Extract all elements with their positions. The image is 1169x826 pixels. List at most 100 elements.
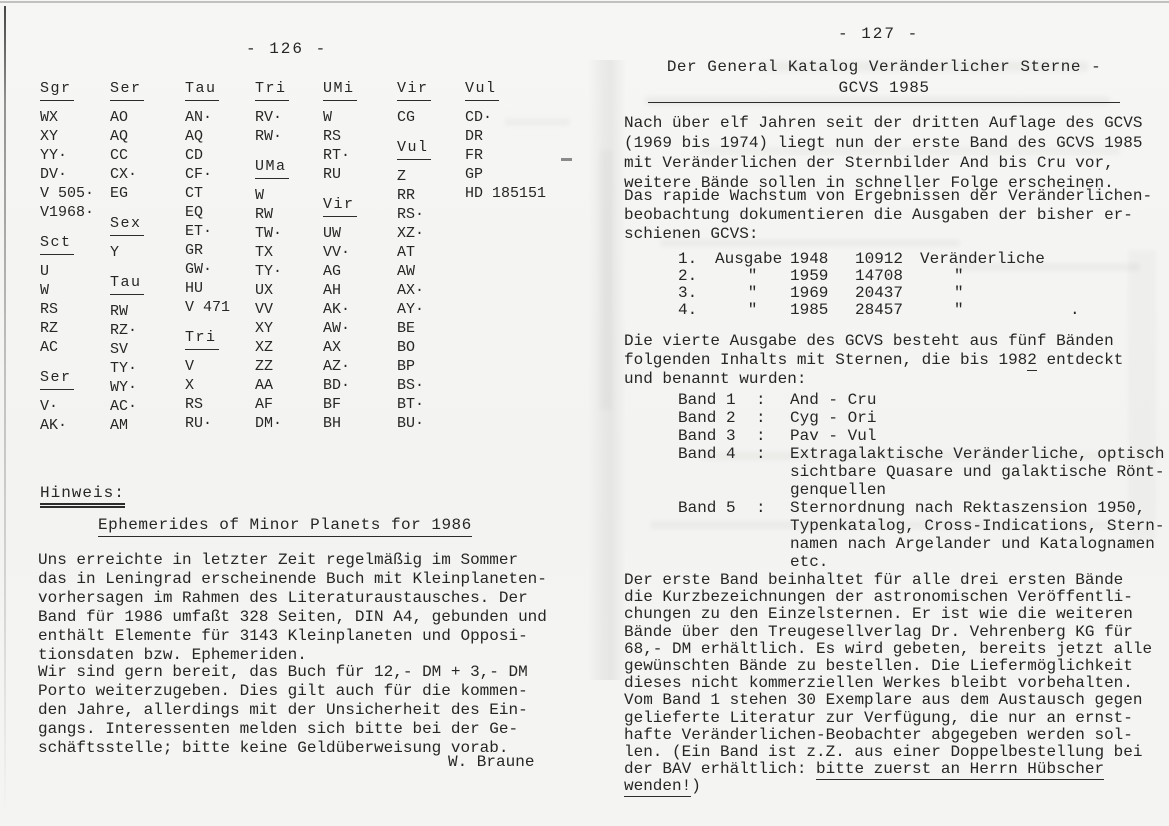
star-designation: EG — [110, 185, 129, 202]
star-designation: AF — [255, 396, 274, 413]
edition-cell: 1985 — [790, 301, 829, 319]
constellation-header: Ser — [110, 80, 144, 101]
star-designation: RZ· — [110, 322, 138, 339]
star-designation: RV· — [255, 109, 283, 126]
star-designation: BD· — [323, 377, 351, 394]
band-colon: : — [756, 427, 766, 445]
star-designation: AK· — [323, 301, 351, 318]
hinweis-heading: Hinweis: — [40, 484, 125, 508]
article-title: Ephemerides of Minor Planets for 1986 — [98, 516, 472, 537]
bleed-through-artifact — [700, 452, 1130, 460]
signature: W. Braune — [448, 753, 535, 771]
star-designation: AQ — [110, 128, 129, 145]
bleed-through-artifact — [650, 521, 1120, 529]
star-designation: AG — [323, 263, 342, 280]
constellation-block: Tau RW RZ· SV TY· WY· AC· AM — [110, 274, 144, 435]
edition-row: 3. " 1969 20437 " — [678, 285, 1080, 302]
band-row: Band 3: Pav - Vul — [678, 427, 1164, 445]
star-designation: RW· — [255, 128, 283, 145]
constellation-header: Ser — [40, 369, 74, 390]
star-designation: VV· — [323, 244, 351, 261]
constellation-header: UMa — [255, 158, 289, 179]
band-description: Sternordnung nach Rektaszension 1950, Ty… — [790, 499, 1165, 571]
edition-cell: . — [1070, 301, 1080, 319]
star-designation: RZ — [40, 320, 59, 337]
star-designation: Z — [397, 168, 407, 185]
star-designation: CF· — [185, 166, 213, 183]
edition-cell: 4. — [678, 301, 698, 319]
edition-row: 1. Ausgabe 1948 10912 Veränderliche — [678, 251, 1080, 268]
closing-paragraph: Der erste Band beinhaltet für alle drei … — [624, 571, 1169, 798]
band-row: Band 5: Sternordnung nach Rektaszension 1… — [678, 499, 1164, 571]
band-colon: : — [756, 499, 766, 517]
closing-underlined: bitte zuerst an Herrn Hübscher wenden! — [624, 760, 1105, 798]
constellation-block: Vir CG — [397, 80, 431, 127]
edition-cell: 10912 — [855, 250, 904, 268]
edition-cell: " — [747, 301, 758, 319]
star-designation: RR — [397, 187, 416, 204]
star-designation: AM — [110, 417, 129, 434]
star-designation: DM· — [255, 415, 283, 432]
constellation-header: Tau — [110, 274, 144, 295]
star-designation: V· — [40, 398, 59, 415]
constellation-block: Ser AO AQ CC CX· EG — [110, 80, 144, 203]
edition-cell: 1959 — [790, 267, 829, 285]
edition-cell: " — [954, 267, 964, 285]
page-number-127: - 127 - — [838, 25, 920, 43]
star-designation: UX — [255, 282, 274, 299]
hinweis-label: Hinweis: — [40, 484, 125, 508]
constellation-header: Vir — [397, 80, 431, 101]
star-table-column: Tri RV· RW· UMa W RW TW· TX TY· UX VV XY XZ ZZ AA AF DM· — [255, 80, 289, 445]
left-paragraph-2: Wir sind gern bereit, das Buch für 12,- … — [38, 663, 528, 757]
star-designation: W — [40, 282, 50, 299]
bleed-through-artifact — [645, 97, 1110, 105]
paragraph3-part2: entdeckt und benannt wurden: — [624, 351, 1124, 388]
band-label: Band 2 — [678, 409, 736, 427]
star-designation: CD — [185, 147, 204, 164]
star-designation: SV — [110, 341, 129, 358]
star-designation: ZZ — [255, 358, 274, 375]
star-designation: TX — [255, 244, 274, 261]
star-designation: VV — [255, 301, 274, 318]
star-designation: AX· — [397, 282, 425, 299]
star-designation: YY· — [40, 147, 68, 164]
star-designation: BF — [323, 396, 342, 413]
gcvs-title-line1: Der General Katalog Veränderlicher Stern… — [666, 58, 1102, 76]
star-designation: CG — [397, 109, 416, 126]
star-table-column: Sgr WX XY YY· DV· V 505· V1968· Sct U W RS RZ AC Ser V… — [40, 80, 94, 447]
right-paragraph-2: Das rapide Wachstum von Ergebnissen der … — [624, 187, 1153, 243]
band-label: Band 3 — [678, 427, 736, 445]
star-designation: WX — [40, 109, 59, 126]
star-designation: RS — [323, 128, 342, 145]
edition-cell: 20437 — [855, 284, 904, 302]
star-designation: AK· — [40, 417, 68, 434]
constellation-block: Ser V· AK· — [40, 369, 94, 435]
star-designation: XZ· — [397, 225, 425, 242]
star-designation: AH — [323, 282, 342, 299]
band-row: Band 4: Extragalaktische Veränderliche, o… — [678, 445, 1164, 499]
band-row: Band 1: And - Cru — [678, 391, 1164, 409]
edition-cell: 1. — [678, 250, 698, 268]
left-paragraph-1: Uns erreichte in letzter Zeit regelmäßig… — [38, 551, 547, 664]
edition-cell: 1948 — [790, 250, 829, 268]
star-designation: TY· — [110, 360, 138, 377]
star-designation: W — [323, 109, 333, 126]
bleed-through-artifact — [955, 263, 1140, 271]
star-designation: BO — [397, 339, 416, 356]
star-designation: RS — [40, 301, 59, 318]
constellation-header: Vul — [397, 139, 431, 160]
constellation-block: UMi W RS RT· RU — [323, 80, 357, 184]
edition-cell: " — [954, 301, 964, 319]
closing-part2: ) — [691, 777, 701, 796]
star-designation: RU· — [185, 415, 213, 432]
closing-part1: Der erste Band beinhaltet für alle drei … — [624, 571, 1153, 779]
star-table-column: Vul CD· DR FR GP HD 185151 — [465, 80, 546, 215]
paragraph3-underlined-digit: 2 — [1027, 351, 1037, 371]
edition-row: 4. " 1985 28457 ". — [678, 302, 1080, 319]
star-designation: BU· — [397, 415, 425, 432]
article-title-text: Ephemerides of Minor Planets for 1986 — [98, 516, 472, 537]
star-designation: TW· — [255, 225, 283, 242]
star-designation: V — [185, 358, 195, 375]
paragraph3-part1: Die vierte Ausgabe des GCVS besteht aus … — [624, 332, 1114, 369]
